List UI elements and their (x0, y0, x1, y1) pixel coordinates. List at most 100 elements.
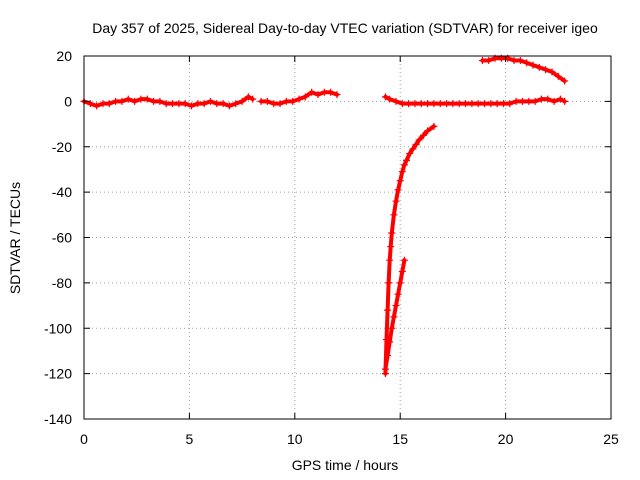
data-point (392, 302, 400, 310)
x-tick-label: 5 (186, 431, 194, 447)
data-point (436, 100, 444, 108)
data-point (282, 97, 290, 105)
data-points (80, 54, 569, 378)
x-tick-label: 25 (603, 431, 619, 447)
data-point (493, 100, 501, 108)
data-point (542, 66, 550, 74)
data-point (386, 256, 394, 264)
data-point (430, 100, 438, 108)
data-point (388, 324, 396, 332)
data-point (406, 150, 414, 158)
x-tick-label: 20 (498, 431, 514, 447)
data-point (531, 97, 539, 105)
data-point (388, 229, 396, 237)
data-point (381, 365, 389, 373)
grid-lines (84, 56, 611, 419)
series-2 (257, 88, 341, 108)
data-point (263, 97, 271, 105)
data-point (529, 61, 537, 69)
data-point (468, 100, 476, 108)
data-point (244, 93, 252, 101)
data-point (143, 95, 151, 103)
data-point (394, 290, 402, 298)
data-point (455, 100, 463, 108)
data-point (544, 95, 552, 103)
data-point (412, 140, 420, 148)
data-point (232, 100, 240, 108)
data-point (417, 100, 425, 108)
data-point (398, 168, 406, 176)
y-axis-ticks: 20 0 -20 -40 -60 -80 -100 -120 -140 (44, 48, 611, 427)
data-point (561, 97, 569, 105)
data-point (238, 97, 246, 105)
data-point (485, 57, 493, 65)
data-point (86, 100, 94, 108)
data-point (181, 100, 189, 108)
x-tick-label: 10 (287, 431, 303, 447)
data-point (550, 97, 558, 105)
data-point (99, 100, 107, 108)
data-point (400, 256, 408, 264)
y-axis-label: SDTVAR / TECUs (7, 182, 23, 294)
data-point (384, 306, 392, 314)
data-point (506, 100, 514, 108)
data-point (516, 57, 524, 65)
data-point (430, 122, 438, 130)
y-tick-label: -40 (52, 184, 72, 200)
data-point (525, 97, 533, 105)
data-point (385, 279, 393, 287)
series-trail (383, 258, 407, 372)
data-point (537, 95, 545, 103)
data-point (387, 243, 395, 251)
series-1 (80, 93, 257, 110)
data-point (400, 161, 408, 169)
data-point (188, 102, 196, 110)
data-point (449, 100, 457, 108)
data-point (510, 57, 518, 65)
data-point (112, 97, 120, 105)
data-point (276, 100, 284, 108)
data-point (487, 100, 495, 108)
data-point (386, 95, 394, 103)
series-trail (383, 94, 567, 106)
x-axis-ticks: 0 5 10 15 20 25 (80, 56, 619, 447)
data-point (137, 95, 145, 103)
data-point (162, 100, 170, 108)
series-trail (383, 124, 436, 376)
data-point (270, 100, 278, 108)
data-point (390, 313, 398, 321)
data-point (295, 95, 303, 103)
data-point (561, 77, 569, 85)
data-point (392, 97, 400, 105)
y-tick-label: -100 (44, 320, 72, 336)
data-point (169, 100, 177, 108)
data-point (548, 68, 556, 76)
y-tick-label: -60 (52, 230, 72, 246)
data-point (499, 100, 507, 108)
data-point (175, 100, 183, 108)
data-point (131, 97, 139, 105)
data-point (257, 97, 265, 105)
data-point (403, 156, 411, 164)
data-point (409, 145, 417, 153)
series-4 (478, 54, 569, 85)
data-point (301, 93, 309, 101)
data-point (200, 100, 208, 108)
data-point (518, 97, 526, 105)
x-tick-label: 0 (80, 431, 88, 447)
data-point (219, 100, 227, 108)
y-tick-label: -120 (44, 366, 72, 382)
data-point (443, 100, 451, 108)
data-point (523, 59, 531, 67)
data-point (105, 100, 113, 108)
data-point (396, 279, 404, 287)
data-point (396, 177, 404, 185)
data-point (474, 100, 482, 108)
y-tick-label: -140 (44, 411, 72, 427)
data-point (398, 268, 406, 276)
chart-title: Day 357 of 2025, Sidereal Day-to-day VTE… (92, 20, 598, 36)
data-point (535, 63, 543, 71)
data-point (225, 102, 233, 110)
data-point (314, 91, 322, 99)
